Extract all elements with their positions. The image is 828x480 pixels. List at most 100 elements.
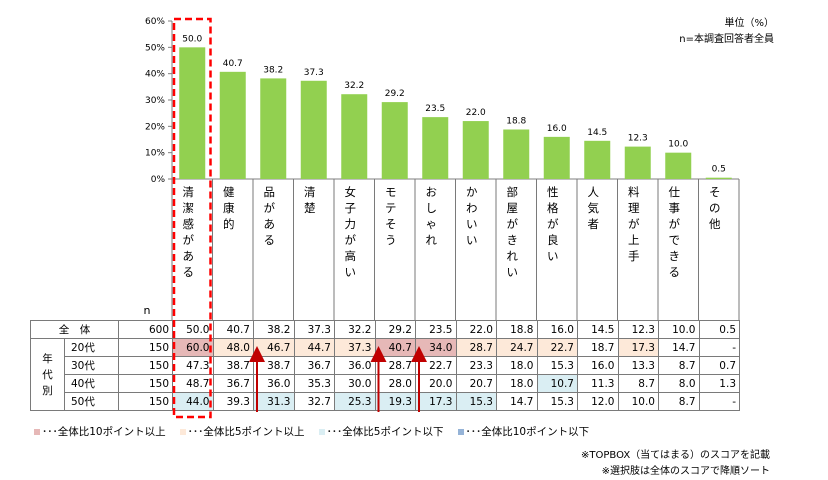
category-label-char: れ: [426, 233, 438, 247]
table-cell: 8.0: [658, 374, 700, 393]
category-label-char: 部: [507, 185, 519, 199]
table-row: 30代 150 47.3 38.7 38.7 36.7 36.0 28.7 22.7 23.3 18…: [31, 356, 740, 375]
table-cell: 28.0: [374, 374, 416, 393]
table-cell: 38.2: [253, 320, 295, 339]
row-label: 50代: [64, 392, 119, 411]
table-cell: 40.7: [212, 320, 254, 339]
table-cell: 14.5: [577, 320, 619, 339]
row-n: 150: [118, 374, 173, 393]
table-cell: 36.0: [334, 356, 376, 375]
category-label-char: き: [669, 249, 681, 263]
category-label-char: モ: [385, 185, 397, 199]
table-cell: 44.0: [172, 392, 214, 411]
table-cell: 20.0: [415, 374, 457, 393]
table-cell: 16.0: [577, 356, 619, 375]
bar: [219, 71, 246, 179]
category-label-char: 格: [547, 201, 559, 215]
table-cell: 29.2: [374, 320, 416, 339]
legend-text: ･･･全体比10ポイント以上: [42, 426, 166, 438]
table-cell: 32.7: [293, 392, 335, 411]
category-label-char: 良: [547, 233, 559, 247]
n-header: n: [144, 304, 151, 317]
data-label: 37.3: [304, 68, 324, 78]
table-cell: 16.0: [536, 320, 578, 339]
unit-label: 単位（%）: [724, 18, 774, 29]
legend-swatch: [179, 428, 186, 435]
category-label-char: い: [345, 265, 357, 279]
category-label-char: 事: [669, 201, 681, 215]
bar: [300, 80, 327, 179]
table-cell: 28.7: [455, 338, 497, 357]
category-label-char: が: [183, 233, 195, 247]
table-cell: 0.5: [698, 320, 740, 339]
category-label-char: る: [669, 265, 681, 279]
legend-text: ･･･全体比10ポイント以下: [465, 426, 590, 438]
category-label-char: 健: [223, 185, 235, 199]
table-cell: 8.7: [658, 392, 700, 411]
table-cell: 14.7: [658, 338, 700, 357]
row-n: 600: [118, 320, 173, 339]
category-label-char: が: [547, 217, 559, 231]
table-cell: 18.8: [496, 320, 538, 339]
table-cell: 37.3: [293, 320, 335, 339]
table-row: 年代別 20代 150 60.0 48.0 46.7 44.7 37.3 40.7 34.0 28.…: [30, 338, 740, 411]
category-label-char: る: [183, 265, 195, 279]
data-label: 14.5: [587, 128, 607, 138]
table-cell: 36.7: [293, 356, 335, 375]
category-label-char: い: [547, 249, 559, 263]
table-cell: 18.0: [496, 374, 538, 393]
bar: [503, 129, 530, 179]
category-label-char: で: [669, 233, 681, 247]
legend-swatch: [34, 428, 40, 435]
bar: [543, 136, 570, 179]
table-cell: 10.0: [617, 392, 659, 411]
category-label-char: 潔: [183, 201, 195, 215]
row-label: 40代: [64, 374, 119, 393]
category-label-char: テ: [385, 201, 397, 215]
table-cell: 34.0: [415, 338, 457, 357]
note-sort: ※選択肢は全体のスコアで降順ソート: [601, 466, 770, 477]
table-cell: 11.3: [577, 374, 619, 393]
y-tick-label: 50%: [145, 43, 165, 53]
table-row: 40代 150 48.7 36.7 36.0 35.3 30.0 28.0 20.0 20.7 18…: [31, 374, 740, 393]
category-label-char: 他: [709, 217, 721, 231]
bar: [341, 94, 368, 179]
table-cell: 31.3: [253, 392, 295, 411]
category-label-char: 感: [183, 217, 195, 231]
data-label: 50.0: [182, 34, 202, 44]
y-tick-label: 40%: [145, 70, 165, 80]
category-label-char: 仕: [669, 185, 681, 199]
bar: [584, 140, 611, 179]
table-cell: 18.7: [577, 338, 619, 357]
sample-label: n=本調査回答者全員: [679, 34, 774, 45]
table-cell: -: [698, 338, 740, 357]
table-cell: 12.3: [617, 320, 659, 339]
bar: [462, 121, 489, 179]
category-label-char: 力: [345, 217, 357, 231]
bar: [624, 146, 651, 179]
category-label-char: き: [507, 233, 519, 247]
y-tick-label: 0%: [151, 175, 166, 185]
category-label-char: あ: [183, 249, 195, 263]
table-cell: 12.0: [577, 392, 619, 411]
category-label-char: い: [466, 233, 478, 247]
table-cell: 38.7: [212, 356, 254, 375]
y-tick-label: 60%: [145, 17, 165, 27]
table-cell: 10.7: [536, 374, 578, 393]
data-label: 16.0: [547, 124, 567, 134]
category-label-char: 人: [588, 185, 600, 199]
table-row: 全 体 600 50.0 40.7 38.2 37.3 32.2 29.2 23.5 22.0 18…: [30, 320, 740, 339]
table-cell: 0.7: [698, 356, 740, 375]
category-label-char: が: [628, 217, 640, 231]
category-label-char: そ: [385, 217, 397, 231]
data-label: 40.7: [223, 59, 243, 69]
table-cell: 23.5: [415, 320, 457, 339]
category-label-char: が: [345, 233, 357, 247]
table-cell: 15.3: [455, 392, 497, 411]
category-label-char: 清: [304, 185, 316, 199]
category-label-char: が: [669, 217, 681, 231]
legend-item: ･･･全体比10ポイント以下: [457, 424, 590, 439]
bar: [422, 117, 449, 179]
table-cell: 8.7: [617, 374, 659, 393]
table-cell: 28.7: [374, 356, 416, 375]
